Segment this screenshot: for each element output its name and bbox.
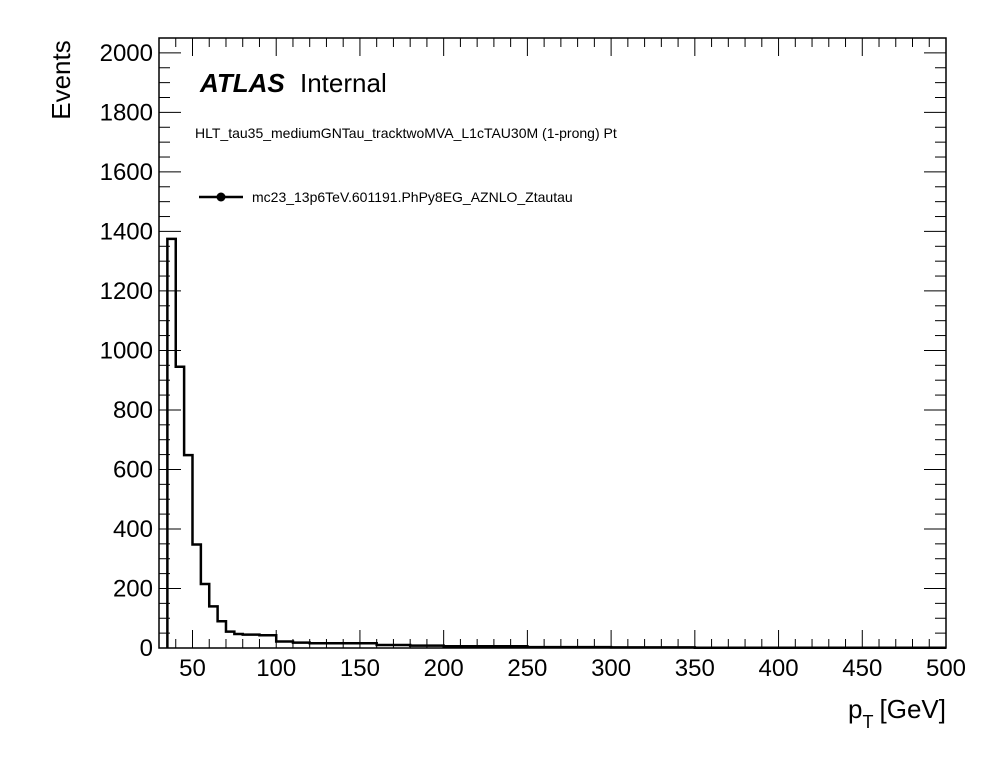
x-axis-title: pT [GeV] bbox=[848, 694, 946, 732]
y-tick-label: 0 bbox=[140, 635, 153, 662]
histogram-series-line bbox=[166, 237, 946, 649]
y-tick-label: 600 bbox=[113, 456, 153, 483]
y-tick-label: 1800 bbox=[100, 99, 153, 126]
y-tick-label: 200 bbox=[113, 575, 153, 602]
plot-title: HLT_tau35_mediumGNTau_tracktwoMVA_L1cTAU… bbox=[195, 125, 617, 141]
legend-marker bbox=[216, 192, 226, 202]
x-tick-label: 500 bbox=[926, 655, 966, 682]
axis-ticks bbox=[158, 37, 947, 649]
y-tick-label: 400 bbox=[113, 516, 153, 543]
x-tick-label: 350 bbox=[675, 655, 715, 682]
x-tick-label: 300 bbox=[591, 655, 631, 682]
y-tick-label: 1600 bbox=[100, 159, 153, 186]
y-tick-label: 800 bbox=[113, 397, 153, 424]
x-tick-label: 200 bbox=[424, 655, 464, 682]
x-tick-label: 50 bbox=[179, 655, 206, 682]
x-tick-label: 400 bbox=[759, 655, 799, 682]
x-tick-label: 450 bbox=[842, 655, 882, 682]
y-tick-label: 1400 bbox=[100, 218, 153, 245]
legend: mc23_13p6TeV.601191.PhPy8EG_AZNLO_Ztauta… bbox=[199, 189, 573, 205]
y-tick-label: 1000 bbox=[100, 337, 153, 364]
x-tick-label: 150 bbox=[340, 655, 380, 682]
legend-label: mc23_13p6TeV.601191.PhPy8EG_AZNLO_Ztauta… bbox=[252, 189, 573, 205]
y-tick-label: 1200 bbox=[100, 278, 153, 305]
x-tick-labels: 50 100 150 200 250 300 350 400 450 500 bbox=[179, 655, 966, 682]
atlas-label: ATLAS bbox=[199, 68, 285, 98]
internal-label: Internal bbox=[300, 68, 387, 98]
y-tick-label: 2000 bbox=[100, 40, 153, 67]
y-tick-labels: 0 200 400 600 800 1000 1200 1400 1600 1800 2000 bbox=[100, 40, 153, 662]
y-axis-title: Events bbox=[46, 40, 76, 120]
x-tick-label: 250 bbox=[507, 655, 547, 682]
x-tick-label: 100 bbox=[256, 655, 296, 682]
